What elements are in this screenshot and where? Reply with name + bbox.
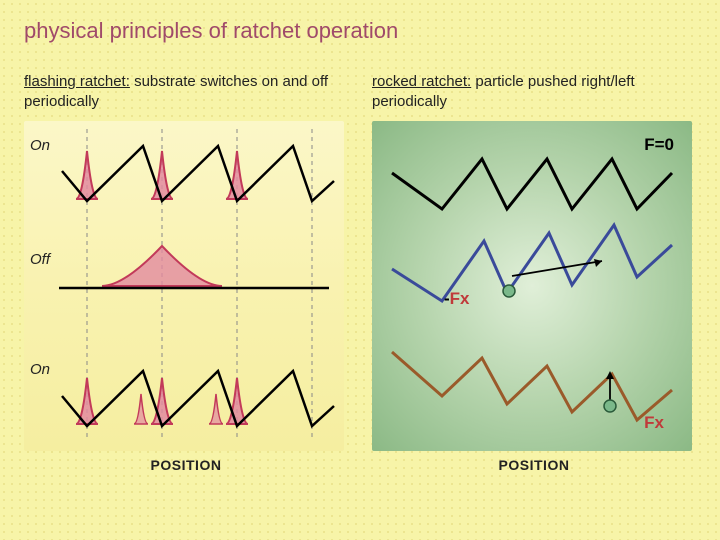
- label-f0: F=0: [644, 135, 674, 155]
- left-axis-label: POSITION: [24, 457, 348, 473]
- label-posfx: Fx: [644, 413, 664, 433]
- row-f0: [392, 159, 672, 209]
- row-negfx: [392, 225, 672, 301]
- right-column: rocked ratchet: particle pushed right/le…: [372, 72, 696, 473]
- label-on1: On: [30, 137, 50, 154]
- flashing-svg: [24, 121, 344, 451]
- left-column: flashing ratchet: substrate switches on …: [24, 72, 348, 473]
- row-on1: [62, 146, 334, 201]
- rocked-description: rocked ratchet: particle pushed right/le…: [372, 72, 696, 111]
- row-off: [59, 246, 329, 288]
- label-negfx: -Fx: [444, 289, 470, 309]
- row-on2: [62, 371, 334, 426]
- rocked-head: rocked ratchet:: [372, 73, 471, 90]
- row-posfx: [392, 352, 672, 420]
- label-off: Off: [30, 251, 50, 268]
- flashing-plot: On Off On: [24, 121, 344, 451]
- rocked-svg: [372, 121, 692, 451]
- rocked-plot: F=0 -Fx Fx: [372, 121, 692, 451]
- label-on2: On: [30, 361, 50, 378]
- slide-title: physical principles of ratchet operation: [24, 18, 696, 44]
- right-axis-label: POSITION: [372, 457, 696, 473]
- content-columns: flashing ratchet: substrate switches on …: [24, 72, 696, 473]
- flashing-description: flashing ratchet: substrate switches on …: [24, 72, 348, 111]
- flashing-head: flashing ratchet:: [24, 73, 130, 90]
